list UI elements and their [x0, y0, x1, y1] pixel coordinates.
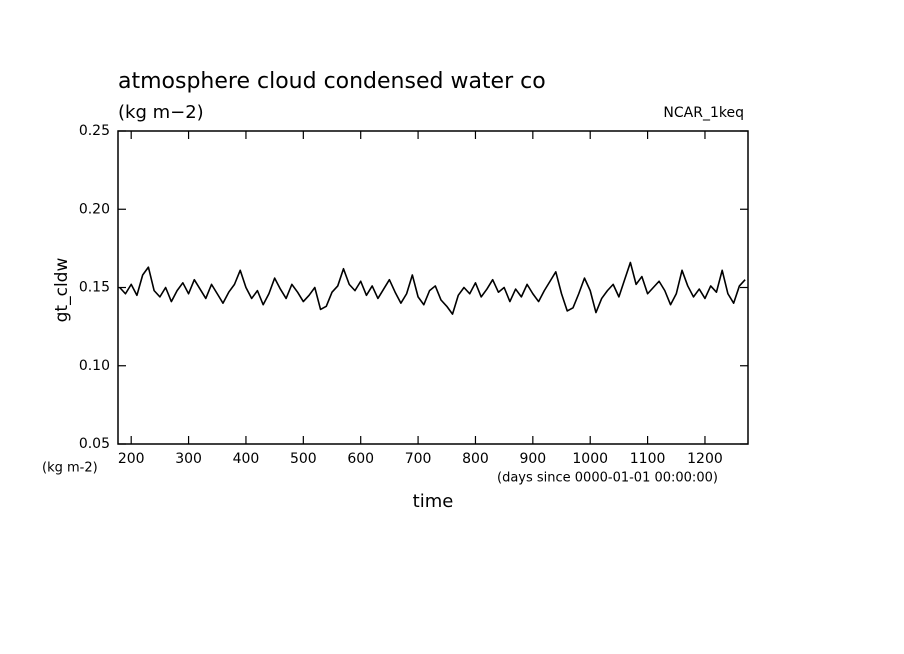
x-tick-label: 800 — [462, 451, 489, 467]
x-tick-label: 900 — [519, 451, 546, 467]
x-tick-label: 300 — [175, 451, 202, 467]
x-axis-label: time — [413, 491, 454, 512]
y-axis-label: gt_cldw — [52, 258, 72, 323]
annotation: NCAR_1keq — [663, 105, 744, 121]
y-tick-label: 0.25 — [79, 123, 110, 139]
chart-title: atmosphere cloud condensed water co — [118, 69, 546, 94]
x-tick-label: 400 — [233, 451, 260, 467]
x-tick-label: 1000 — [572, 451, 608, 467]
x-tick-label: 1100 — [630, 451, 666, 467]
chart-subtitle: (kg m−2) — [118, 102, 204, 123]
x-tick-label: 1200 — [687, 451, 723, 467]
x-tick-label: 600 — [347, 451, 374, 467]
y-tick-label: 0.05 — [79, 436, 110, 452]
data-line — [119, 261, 746, 315]
y-tick-label: 0.20 — [79, 201, 110, 217]
x-tick-label: 500 — [290, 451, 317, 467]
x-units: (days since 0000-01-01 00:00:00) — [497, 471, 718, 486]
y-tick-label: 0.10 — [79, 358, 110, 374]
y-tick-label: 0.15 — [79, 280, 110, 296]
x-tick-label: 700 — [405, 451, 432, 467]
x-tick-label: 200 — [118, 451, 145, 467]
y-units: (kg m-2) — [42, 461, 98, 476]
